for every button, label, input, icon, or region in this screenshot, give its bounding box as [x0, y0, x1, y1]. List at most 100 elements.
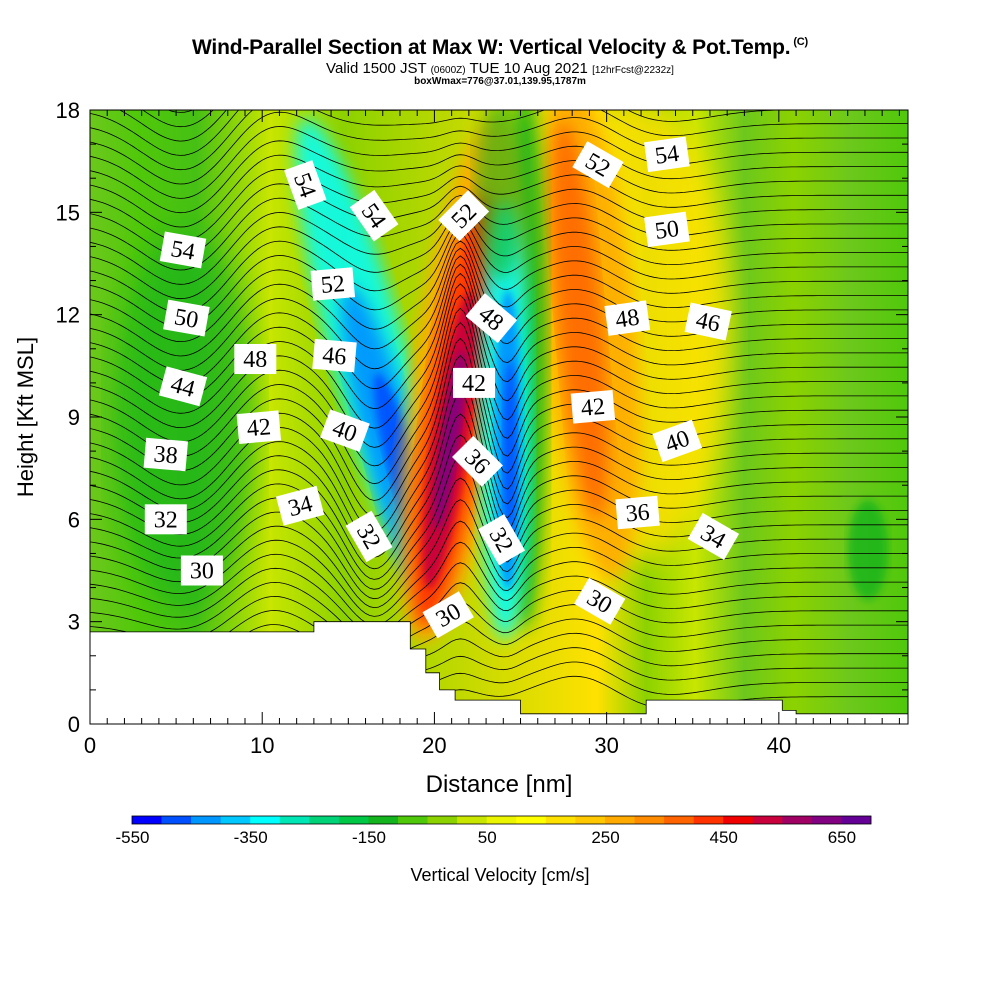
isentrope-line	[90, 233, 908, 343]
colorbar-swatch	[279, 816, 310, 824]
colorbar-swatch	[427, 816, 458, 824]
contour-label-text: 46	[694, 307, 723, 337]
contour-label: 54	[159, 231, 207, 269]
contour-label-box	[320, 409, 370, 452]
colorbar-tick-label: -550	[115, 828, 149, 847]
isentrope-line	[90, 211, 908, 300]
terrain-mask	[89, 621, 909, 725]
colorbar-swatch	[634, 816, 665, 824]
contour-label-box	[180, 555, 223, 586]
y-axis-label: Height [Kft MSL]	[13, 337, 38, 497]
contour-label-box	[284, 160, 327, 210]
contour-label-box	[310, 267, 356, 301]
contour-label-box	[143, 437, 189, 472]
colorbar-swatch	[250, 816, 281, 824]
isentrope-line	[90, 226, 908, 328]
valid-date: TUE 10 Aug 2021	[469, 60, 588, 77]
contour-label: 46	[312, 338, 357, 373]
contour-label: 30	[422, 591, 474, 639]
contour-label-box	[275, 485, 325, 526]
box-info: boxWmax=776@37.01,139.95,1787m	[414, 76, 586, 87]
colorbar-swatch	[132, 816, 162, 824]
colorbar-swatch	[811, 816, 842, 824]
contour-label-text: 36	[625, 499, 651, 527]
x-tick-label: 20	[422, 733, 446, 758]
colorbar-swatch	[752, 816, 783, 824]
x-tick-label: 40	[767, 733, 791, 758]
colorbar-swatch	[575, 816, 606, 824]
contour-label-box	[158, 366, 208, 407]
isentrope-line	[166, 110, 195, 113]
isentrope-line	[90, 373, 908, 546]
colorbar-swatch	[782, 816, 813, 824]
contour-label-box	[422, 591, 474, 639]
contour-label: 42	[570, 390, 616, 424]
isentrope-line	[90, 307, 908, 485]
contour-label-box	[465, 293, 518, 344]
colorbar-tick-label: -350	[234, 828, 268, 847]
contour-label: 42	[453, 367, 495, 398]
contour-label-box	[604, 300, 651, 336]
x-axis-label: Distance [nm]	[426, 771, 573, 798]
contour-label: 40	[652, 419, 703, 463]
copyright-mark: (C)	[793, 36, 808, 48]
isentrope-line	[90, 562, 908, 635]
contour-label: 54	[349, 189, 399, 242]
colorbar-frame	[131, 815, 872, 825]
colorbar-swatch	[693, 816, 724, 824]
colorbar-swatch	[841, 816, 872, 824]
contour-label-box	[572, 141, 624, 189]
colorbar-tick-label: 50	[478, 828, 497, 847]
contour-label: 40	[320, 409, 370, 452]
contour-label-text: 52	[320, 271, 346, 299]
contour-label: 50	[163, 299, 210, 337]
colorbar-label: Vertical Velocity [cm/s]	[410, 865, 589, 885]
contour-label-box	[234, 344, 277, 374]
contour-label-text: 42	[580, 394, 606, 422]
colorbar-swatch	[309, 816, 340, 824]
isentrope-line	[90, 263, 908, 410]
contour-label: 42	[236, 410, 282, 444]
contour-label-box	[349, 189, 399, 242]
contour-label-text: 54	[169, 236, 197, 266]
isentrope-line	[90, 283, 908, 448]
contour-label-text: 48	[614, 305, 641, 334]
contour-label-box	[687, 512, 740, 560]
isentrope-line	[90, 541, 908, 626]
forecast-info: [12hrFcst@2232z]	[592, 65, 674, 76]
isentrope-line	[90, 195, 908, 271]
contour-label: 38	[143, 437, 189, 472]
contour-label: 34	[275, 485, 325, 526]
contour-label-box	[453, 367, 495, 398]
isentrope-line	[90, 126, 908, 199]
isentrope-line	[90, 520, 908, 617]
contour-label-box	[684, 302, 732, 341]
isentrope-line	[90, 219, 908, 314]
colorbar-tick-label: 250	[591, 828, 619, 847]
colorbar-swatch	[398, 816, 428, 824]
colorbar-swatch	[516, 816, 547, 824]
contour-label-box	[615, 495, 660, 530]
colorbar-tick-label: -150	[352, 828, 386, 847]
isentrope-line	[90, 337, 908, 517]
contour-label-text: 50	[172, 304, 200, 334]
y-tick-label: 6	[68, 507, 80, 532]
colorbar-tick-label: 450	[710, 828, 738, 847]
chart-title-text: Wind-Parallel Section at Max W: Vertical…	[192, 36, 791, 59]
y-tick-label: 0	[68, 712, 80, 737]
contour-label-text: 32	[154, 507, 178, 533]
contour-label-text: 38	[153, 441, 179, 469]
isentrope-line	[90, 203, 908, 285]
valid-time: Valid 1500 JST	[326, 60, 427, 77]
contour-label: 30	[180, 555, 223, 586]
contour-label-text: 46	[321, 343, 347, 371]
colorbar-swatch	[545, 816, 576, 824]
colorbar-swatch	[486, 816, 517, 824]
y-tick-label: 15	[56, 200, 80, 225]
y-tick-label: 3	[68, 610, 80, 635]
colorbar-swatch	[161, 816, 192, 824]
contour-label: 44	[158, 366, 208, 407]
contour-label-box	[345, 510, 393, 563]
